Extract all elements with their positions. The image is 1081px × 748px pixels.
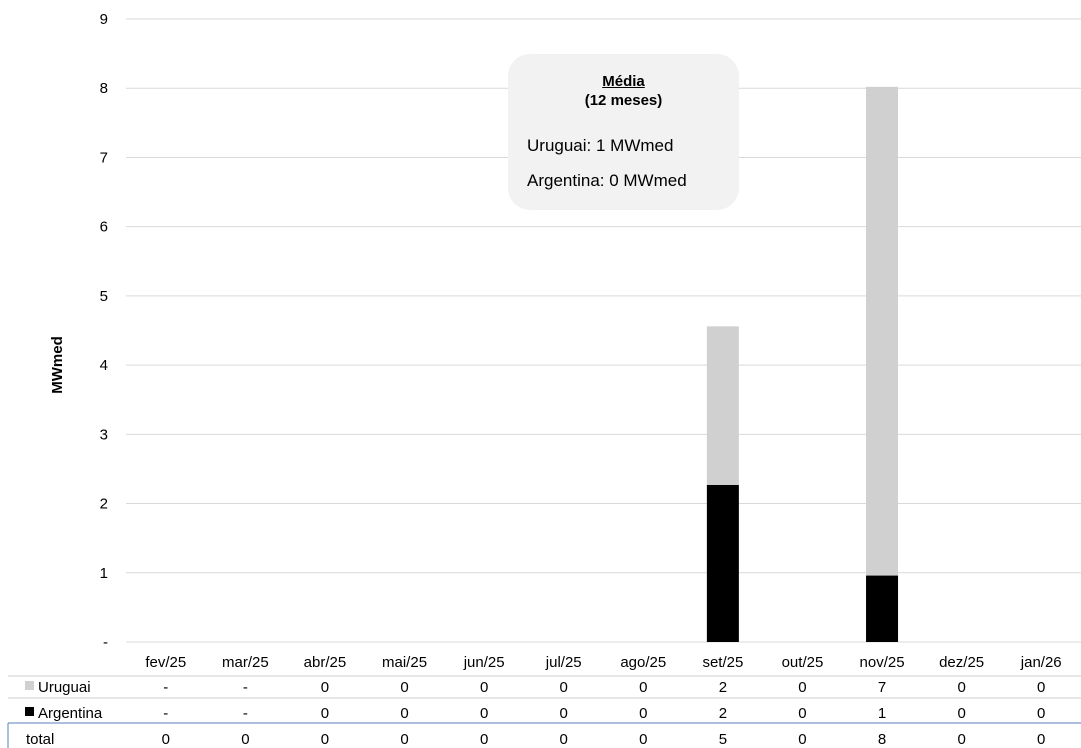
table-cell: 0 [480, 679, 488, 696]
table-cell: 2 [719, 705, 727, 722]
bar-argentina-nov-25 [866, 575, 899, 642]
x-category-label: nov/25 [860, 654, 905, 671]
table-cell: 0 [321, 705, 329, 722]
bars [706, 86, 899, 642]
table-cell: 0 [1037, 705, 1045, 722]
table-row-label: Uruguai [38, 679, 91, 696]
table-cell: - [163, 705, 168, 722]
y-tick-label: 7 [100, 149, 108, 166]
table-cell: 0 [560, 731, 568, 748]
table-cell: 0 [1037, 731, 1045, 748]
table-cell: - [243, 705, 248, 722]
y-tick-label: 3 [100, 426, 108, 443]
table-cell: 0 [400, 679, 408, 696]
x-category-label: dez/25 [939, 654, 984, 671]
table-cell: 0 [957, 705, 965, 722]
x-category-label: fev/25 [145, 654, 186, 671]
table-cell: 7 [878, 679, 886, 696]
y-axis: - 1 2 3 4 5 6 7 8 9 [100, 11, 108, 651]
bar-argentina-set-25 [706, 484, 739, 642]
legend-swatch [25, 681, 34, 690]
bar-uruguai-set-25 [706, 326, 739, 485]
table-cell: 0 [560, 679, 568, 696]
callout-argentina-line: Argentina: 0 MWmed [527, 171, 687, 190]
y-tick-label: 9 [100, 11, 108, 28]
table-cell: 0 [1037, 679, 1045, 696]
table-cell: 0 [162, 731, 170, 748]
table-cell: 0 [957, 679, 965, 696]
y-tick-label: 5 [100, 288, 108, 305]
table-cell: 0 [241, 731, 249, 748]
data-table: Uruguai - - 0 0 0 0 0 2 0 7 0 0 Argentina - - 0 0 0 0 0 2 0 1 0 0… [7, 675, 1081, 748]
x-category-label: out/25 [782, 654, 824, 671]
table-cell: 0 [798, 679, 806, 696]
table-cell: 8 [878, 731, 886, 748]
table-cell: - [163, 679, 168, 696]
x-category-label: jul/25 [545, 654, 582, 671]
table-cell: 0 [560, 705, 568, 722]
table-cell: 0 [480, 731, 488, 748]
y-tick-label: 1 [100, 565, 108, 582]
table-cell: 0 [957, 731, 965, 748]
table-cell: 5 [719, 731, 727, 748]
y-tick-label: 6 [100, 219, 108, 236]
table-row-label: Argentina [38, 705, 103, 722]
table-cell: 0 [798, 731, 806, 748]
table-cell: 0 [321, 679, 329, 696]
bar-uruguai-nov-25 [866, 86, 899, 576]
x-category-label: jun/25 [463, 654, 505, 671]
table-cell: 0 [400, 731, 408, 748]
y-axis-label: MWmed [49, 336, 66, 394]
table-cell: 0 [639, 731, 647, 748]
table-cell: 0 [798, 705, 806, 722]
x-category-label: mar/25 [222, 654, 269, 671]
table-cell: - [243, 679, 248, 696]
x-category-label: abr/25 [304, 654, 347, 671]
average-callout: Média (12 meses) Uruguai: 1 MWmed Argent… [508, 54, 739, 210]
x-category-label: set/25 [702, 654, 743, 671]
y-tick-label: 8 [100, 80, 108, 97]
table-cell: 2 [719, 679, 727, 696]
y-tick-label: 4 [100, 357, 108, 374]
y-tick-label: 2 [100, 496, 108, 513]
x-axis-categories: fev/25 mar/25 abr/25 mai/25 jun/25 jul/25 ago/… [145, 654, 1061, 671]
callout-uruguai-line: Uruguai: 1 MWmed [527, 136, 674, 155]
table-row-label: total [26, 731, 54, 748]
table-cell: 0 [639, 705, 647, 722]
table-cell: 0 [321, 731, 329, 748]
table-cell: 1 [878, 705, 886, 722]
legend-swatch [25, 707, 34, 716]
callout-subtitle: (12 meses) [584, 92, 663, 109]
table-cell: 0 [480, 705, 488, 722]
table-cell: 0 [400, 705, 408, 722]
callout-title: Média [602, 73, 645, 90]
x-category-label: mai/25 [382, 654, 427, 671]
x-category-label: jan/26 [1020, 654, 1062, 671]
y-tick-label: - [103, 634, 108, 651]
x-category-label: ago/25 [620, 654, 666, 671]
table-cell: 0 [639, 679, 647, 696]
